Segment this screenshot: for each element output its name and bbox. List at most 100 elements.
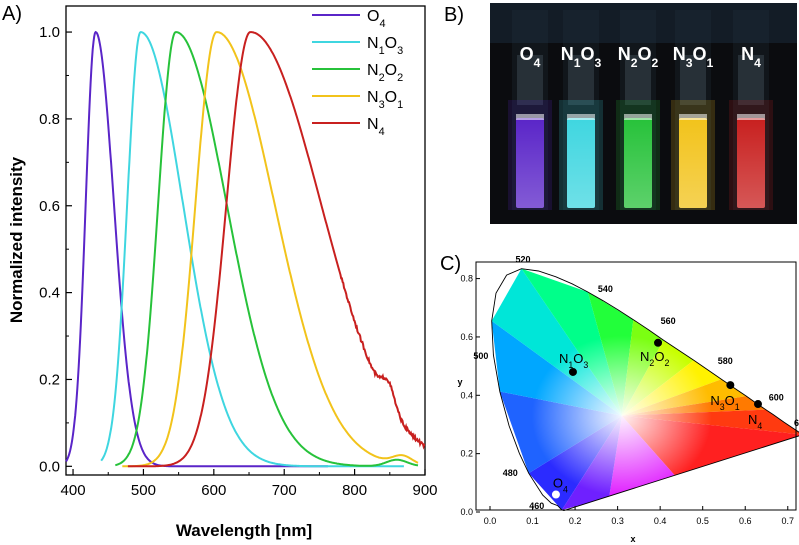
locus-label-620: 620 (794, 418, 799, 428)
subscript: 1 (397, 99, 403, 111)
x-tick-label: 800 (342, 482, 367, 499)
vial-label-N1O3: N1O3 (561, 44, 602, 70)
subscript: 2 (664, 358, 669, 368)
y-tick-label: 0.2 (39, 371, 60, 388)
subscript: 4 (563, 484, 568, 494)
formula-part: N (561, 44, 574, 64)
subscript: 2 (649, 358, 654, 368)
x-tick-label: 900 (412, 482, 437, 499)
formula-part: O (520, 44, 534, 64)
vial-shine (737, 118, 765, 208)
formula-part: O (692, 44, 706, 64)
x-tick-label: 500 (131, 482, 156, 499)
panel-b-letter: B) (444, 4, 464, 26)
cie-y-tick-label: 0.0 (460, 507, 473, 517)
legend-label-N3O1: N3O1 (367, 89, 403, 111)
cie-point-label-N4: N4 (748, 412, 762, 431)
vial-row (508, 10, 773, 210)
x-tick-label: 600 (201, 482, 226, 499)
cie-x-tick-label: 0.0 (484, 516, 497, 526)
series-line-N3O1 (122, 31, 419, 468)
subscript: 1 (568, 360, 573, 370)
formula-part: N (367, 62, 379, 79)
subscript: 4 (534, 56, 541, 70)
cie-diagram: C) 0.0 0.1 0.2 0.3 0.4 0.5 0.6 0.70.00.20.40.60… (440, 253, 799, 544)
series-line-O4 (65, 30, 328, 468)
cie-point-O4 (551, 490, 560, 499)
vial-meniscus (624, 114, 652, 120)
vial-label-O4: O4 (520, 44, 541, 70)
cie-point-N2O2 (654, 338, 663, 347)
x-axis-title: Wavelength [nm] (176, 521, 312, 540)
y-tick-label: 0.4 (39, 285, 60, 302)
formula-part: N (710, 393, 719, 408)
vial-shine (679, 118, 707, 208)
formula-part: N (618, 44, 631, 64)
vial-neck (680, 55, 706, 105)
x-tick-label: 700 (272, 482, 297, 499)
formula-part: N (748, 412, 757, 427)
gamut-white-point (531, 335, 712, 496)
formula-part: O (573, 351, 583, 366)
cie-y-tick-label: 0.8 (460, 274, 473, 284)
y-axis-title: Normalized intensity (7, 156, 26, 323)
plot-c-tick-labels: 0.0 0.1 0.2 0.3 0.4 0.5 0.6 0.7 0.0 0.2 0.4 0.6 0.8 (460, 274, 794, 526)
subscript: 4 (757, 421, 762, 431)
plot-c-ticks (476, 278, 789, 513)
cie-x-tick-label: 0.2 (569, 516, 582, 526)
formula-part: N (367, 116, 379, 133)
formula-part: O (580, 44, 594, 64)
formula-part: N (559, 351, 568, 366)
panel-c-letter: C) (440, 253, 461, 275)
y-tick-label: 1.0 (39, 24, 60, 41)
y-tick-label: 0.6 (39, 198, 60, 215)
plot-a-frame (65, 5, 426, 476)
formula-part: N (640, 349, 649, 364)
formula-part: O (385, 62, 397, 79)
legend-label-N1O3: N1O3 (367, 35, 403, 57)
photo-top-glow (490, 3, 797, 43)
subscript: 4 (754, 56, 761, 70)
formula-part: N (367, 89, 379, 106)
vial-label-N3O1: N3O1 (673, 44, 714, 70)
locus-label-580: 580 (718, 356, 733, 366)
subscript: 1 (379, 45, 385, 57)
locus-label-500: 500 (473, 351, 488, 361)
formula-part: N (673, 44, 686, 64)
cie-point-N1O3 (568, 367, 577, 376)
cie-x-tick-label: 0.1 (526, 516, 539, 526)
formula-part: N (367, 35, 379, 52)
cie-point-label-O4: O4 (553, 475, 568, 494)
vial-label-N4: N4 (741, 44, 761, 70)
subscript: 3 (595, 56, 602, 70)
vial-shine (624, 118, 652, 208)
formula-part: O (385, 89, 397, 106)
panel-a-letter: A) (2, 3, 22, 25)
subscript: 2 (397, 72, 403, 84)
x-tick-label: 400 (61, 482, 86, 499)
locus-label-560: 560 (661, 316, 676, 326)
cie-point-label-N1O3: N1O3 (559, 351, 588, 370)
cie-y-tick-label: 0.4 (460, 390, 473, 400)
series-line-N4 (127, 31, 426, 468)
locus-label-520: 520 (515, 255, 530, 265)
formula-part: O (637, 44, 651, 64)
vial-meniscus (679, 114, 707, 120)
cie-gamut-fill (491, 268, 799, 510)
plot-a-tick-labels: 400 500 600 700 800 900 0.0 0.2 0.4 0.6 0.8 1.0 (39, 24, 437, 499)
emission-spectra-chart: A) 400 500 600 700 800 9000.00.20.40.60.81.0 … (2, 3, 438, 540)
vial-neck (738, 55, 764, 105)
locus-label-540: 540 (598, 284, 613, 294)
cie-y-tick-label: 0.2 (460, 449, 473, 459)
legend-label-O4: O4 (367, 8, 386, 30)
locus-label-600: 600 (769, 392, 784, 402)
locus-label-480: 480 (503, 468, 518, 478)
subscript: 3 (379, 99, 385, 111)
cie-point-N3O1 (726, 381, 735, 390)
formula-part: N (741, 44, 754, 64)
subscript: 3 (397, 45, 403, 57)
cie-x-tick-label: 0.4 (654, 516, 667, 526)
vial-shine (516, 118, 544, 208)
vial-neck (625, 55, 651, 105)
